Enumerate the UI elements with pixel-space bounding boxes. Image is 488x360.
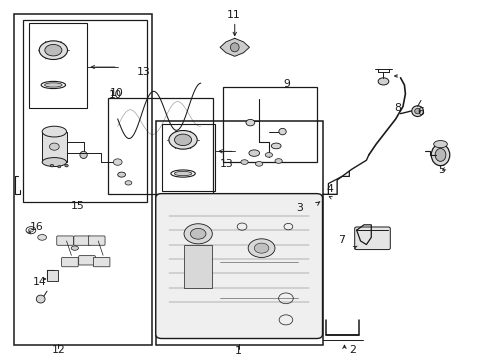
FancyBboxPatch shape	[93, 257, 110, 267]
Text: 12: 12	[51, 345, 65, 355]
Text: 6: 6	[417, 107, 424, 117]
Text: 7: 7	[337, 235, 345, 245]
Ellipse shape	[230, 43, 239, 52]
Text: 13: 13	[137, 67, 151, 77]
Ellipse shape	[113, 159, 122, 165]
Bar	[22, 21, 147, 202]
Text: 10: 10	[110, 88, 123, 98]
Ellipse shape	[414, 108, 420, 114]
Ellipse shape	[65, 165, 68, 167]
Text: 9: 9	[283, 79, 290, 89]
FancyBboxPatch shape	[61, 257, 78, 267]
Ellipse shape	[168, 131, 197, 149]
Text: 3: 3	[296, 203, 303, 213]
Ellipse shape	[248, 150, 259, 156]
Ellipse shape	[183, 224, 212, 244]
Ellipse shape	[247, 239, 274, 257]
Ellipse shape	[28, 228, 33, 232]
Text: 11: 11	[226, 10, 240, 20]
Ellipse shape	[45, 44, 62, 56]
Ellipse shape	[430, 144, 449, 166]
Bar	[29, 23, 87, 108]
Text: 8: 8	[394, 103, 401, 113]
Ellipse shape	[274, 159, 282, 163]
FancyBboxPatch shape	[88, 236, 105, 245]
Text: 4: 4	[326, 184, 333, 194]
Ellipse shape	[174, 171, 191, 176]
Text: 1: 1	[235, 346, 242, 356]
Ellipse shape	[125, 181, 132, 185]
Bar	[161, 125, 215, 191]
Text: 2: 2	[348, 345, 355, 355]
Ellipse shape	[377, 78, 388, 85]
Ellipse shape	[434, 148, 445, 161]
Ellipse shape	[42, 158, 66, 167]
Ellipse shape	[58, 166, 61, 168]
Bar	[42, 132, 66, 162]
Ellipse shape	[71, 246, 78, 250]
Polygon shape	[220, 39, 249, 56]
FancyBboxPatch shape	[156, 194, 322, 338]
Bar	[222, 87, 316, 162]
Ellipse shape	[278, 129, 285, 135]
Ellipse shape	[50, 165, 54, 167]
Text: 14: 14	[32, 277, 46, 287]
Ellipse shape	[42, 126, 66, 137]
Text: 15: 15	[71, 201, 84, 211]
FancyBboxPatch shape	[79, 256, 95, 265]
Text: 10: 10	[109, 90, 122, 100]
Ellipse shape	[254, 243, 268, 253]
Ellipse shape	[271, 143, 281, 149]
Ellipse shape	[255, 162, 262, 166]
Ellipse shape	[241, 160, 247, 165]
Bar	[156, 121, 322, 345]
Ellipse shape	[433, 140, 447, 148]
Ellipse shape	[36, 295, 45, 303]
Ellipse shape	[174, 134, 191, 145]
Bar	[108, 98, 212, 194]
Ellipse shape	[264, 153, 272, 157]
Ellipse shape	[49, 143, 59, 150]
Ellipse shape	[44, 83, 62, 87]
Text: 5: 5	[438, 165, 445, 175]
FancyBboxPatch shape	[46, 270, 58, 281]
Ellipse shape	[39, 41, 67, 59]
Ellipse shape	[190, 228, 205, 239]
FancyBboxPatch shape	[74, 236, 90, 245]
Ellipse shape	[245, 120, 254, 126]
Bar	[183, 244, 212, 288]
Text: 16: 16	[30, 222, 43, 231]
Ellipse shape	[411, 106, 423, 117]
Bar	[14, 14, 152, 345]
Text: 13: 13	[220, 159, 233, 169]
FancyBboxPatch shape	[354, 227, 389, 249]
Ellipse shape	[118, 172, 125, 177]
Ellipse shape	[38, 234, 46, 240]
FancyBboxPatch shape	[57, 236, 73, 245]
Ellipse shape	[80, 151, 87, 158]
